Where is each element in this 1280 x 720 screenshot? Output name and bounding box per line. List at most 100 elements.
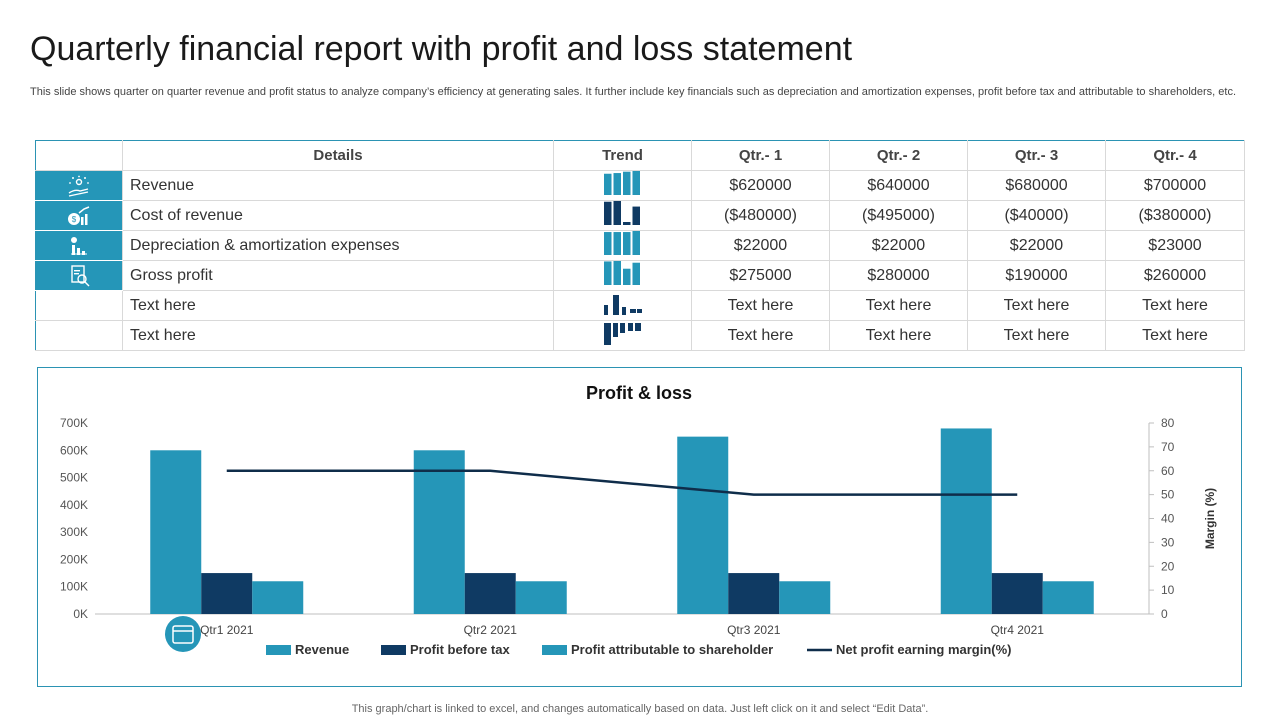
y-tick-label: 0K: [73, 607, 88, 621]
header-qtr-4: Qtr.- 4: [1105, 140, 1245, 171]
header-qtr-2: Qtr.- 2: [829, 140, 968, 171]
row-label: Text here: [122, 320, 554, 351]
table-row: $ Cost of revenue ($480000) ($495000) ($4000…: [35, 200, 1245, 231]
chart-canvas: Profit & loss 0K 100K 200K 300K 400K 500K 600K 7…: [60, 383, 1217, 657]
trend-bar: [627, 323, 633, 331]
trend-bar: [613, 173, 621, 195]
row-value-qtr-1: $620000: [691, 170, 830, 201]
bar-profit-attributable-to-shareholder: [252, 581, 304, 614]
legend-swatch: [381, 645, 406, 655]
row-icon-cell: [35, 290, 123, 321]
bar-profit-before-tax: [728, 573, 780, 614]
page-subtitle: This slide shows quarter on quarter reve…: [30, 86, 1236, 98]
row-value-qtr-3: Text here: [967, 320, 1106, 351]
trend-bar: [621, 307, 626, 315]
row-trend: [553, 320, 692, 351]
row-icon-cell: [35, 260, 123, 291]
trend-bar: [603, 305, 608, 315]
row-label: Text here: [122, 290, 554, 321]
trend-bar: [612, 295, 619, 315]
row-icon-cell: [35, 230, 123, 261]
row-value-qtr-1: ($480000): [691, 200, 830, 231]
trend-bar: [622, 268, 630, 285]
y2-tick-label: 40: [1161, 512, 1175, 526]
trend-bar: [632, 206, 640, 225]
bar-profit-before-tax: [464, 573, 516, 614]
row-value-qtr-3: Text here: [967, 290, 1106, 321]
trend-bar: [636, 309, 642, 313]
trend-bar: [622, 171, 630, 195]
trend-bar: [613, 201, 621, 225]
row-trend: [553, 200, 692, 231]
row-value-qtr-4: Text here: [1105, 290, 1245, 321]
row-value-qtr-1: $275000: [691, 260, 830, 291]
trend-bar: [622, 232, 630, 255]
row-value-qtr-2: ($495000): [829, 200, 968, 231]
legend-label: Revenue: [295, 642, 349, 657]
table-header-row: Details Trend Qtr.- 1 Qtr.- 2 Qtr.- 3 Qt…: [35, 140, 1245, 171]
table-row: Text here Text here Text here Text here Text…: [35, 290, 1245, 321]
chart-title: Profit & loss: [586, 383, 692, 403]
trend-bar: [629, 309, 636, 313]
trend-bar: [603, 201, 611, 225]
page-title: Quarterly financial report with profit a…: [30, 30, 853, 68]
x-tick-label: Qtr1 2021: [200, 623, 254, 637]
bar-revenue: [677, 436, 729, 614]
y2-tick-label: 0: [1161, 607, 1168, 621]
trend-bar: [612, 323, 618, 337]
header-icon-col: [35, 140, 123, 171]
row-value-qtr-4: ($380000): [1105, 200, 1245, 231]
y2-tick-label: 70: [1161, 440, 1175, 454]
trend-bar: [603, 261, 611, 285]
row-value-qtr-1: Text here: [691, 290, 830, 321]
row-value-qtr-4: $260000: [1105, 260, 1245, 291]
row-value-qtr-4: $700000: [1105, 170, 1245, 201]
header-qtr-3: Qtr.- 3: [967, 140, 1106, 171]
y-tick-label: 700K: [60, 416, 88, 430]
row-value-qtr-1: $22000: [691, 230, 830, 261]
row-trend: [553, 290, 692, 321]
row-icon-cell: [35, 170, 123, 201]
trend-bar: [603, 173, 611, 195]
legend-label: Net profit earning margin(%): [836, 642, 1012, 657]
row-value-qtr-2: $280000: [829, 260, 968, 291]
row-value-qtr-2: Text here: [829, 320, 968, 351]
trend-bar: [622, 222, 630, 225]
row-value-qtr-3: $190000: [967, 260, 1106, 291]
trend-bar: [634, 323, 641, 331]
row-trend: [553, 230, 692, 261]
table-row: Revenue $620000 $640000 $680000 $700000: [35, 170, 1245, 201]
y-tick-label: 600K: [60, 443, 88, 457]
trend-sparkline: [603, 201, 640, 225]
row-value-qtr-4: Text here: [1105, 320, 1245, 351]
trend-sparkline: [603, 231, 640, 255]
y-tick-label: 300K: [60, 525, 88, 539]
trend-bar: [603, 323, 611, 345]
trend-bar: [632, 231, 640, 255]
bar-revenue: [940, 428, 992, 614]
row-value-qtr-3: $22000: [967, 230, 1106, 261]
trend-bar: [613, 232, 621, 255]
trend-bar: [603, 232, 611, 255]
profit-loss-chart: Profit & loss 0K 100K 200K 300K 400K 500K 600K 7…: [37, 367, 1242, 687]
row-value-qtr-4: $23000: [1105, 230, 1245, 261]
legend-label: Profit before tax: [410, 642, 510, 657]
bar-profit-before-tax: [201, 573, 253, 614]
trend-bar: [619, 323, 625, 333]
table-row: Text here Text here Text here Text here Text…: [35, 320, 1245, 351]
y-tick-label: 500K: [60, 471, 88, 485]
trend-bar: [632, 171, 640, 195]
row-icon-cell: $: [35, 200, 123, 231]
legend-swatch: [542, 645, 567, 655]
table-row: Depreciation & amortization expenses $220…: [35, 230, 1245, 261]
row-icon-cell: [35, 320, 123, 351]
trend-sparkline: [603, 295, 642, 315]
header-trend: Trend: [553, 140, 692, 171]
header-qtr-1: Qtr.- 1: [691, 140, 830, 171]
bar-profit-before-tax: [991, 573, 1043, 614]
row-value-qtr-2: $22000: [829, 230, 968, 261]
row-value-qtr-3: $680000: [967, 170, 1106, 201]
gross-profit-icon: [36, 264, 122, 288]
row-label: Depreciation & amortization expenses: [122, 230, 554, 261]
row-value-qtr-2: Text here: [829, 290, 968, 321]
